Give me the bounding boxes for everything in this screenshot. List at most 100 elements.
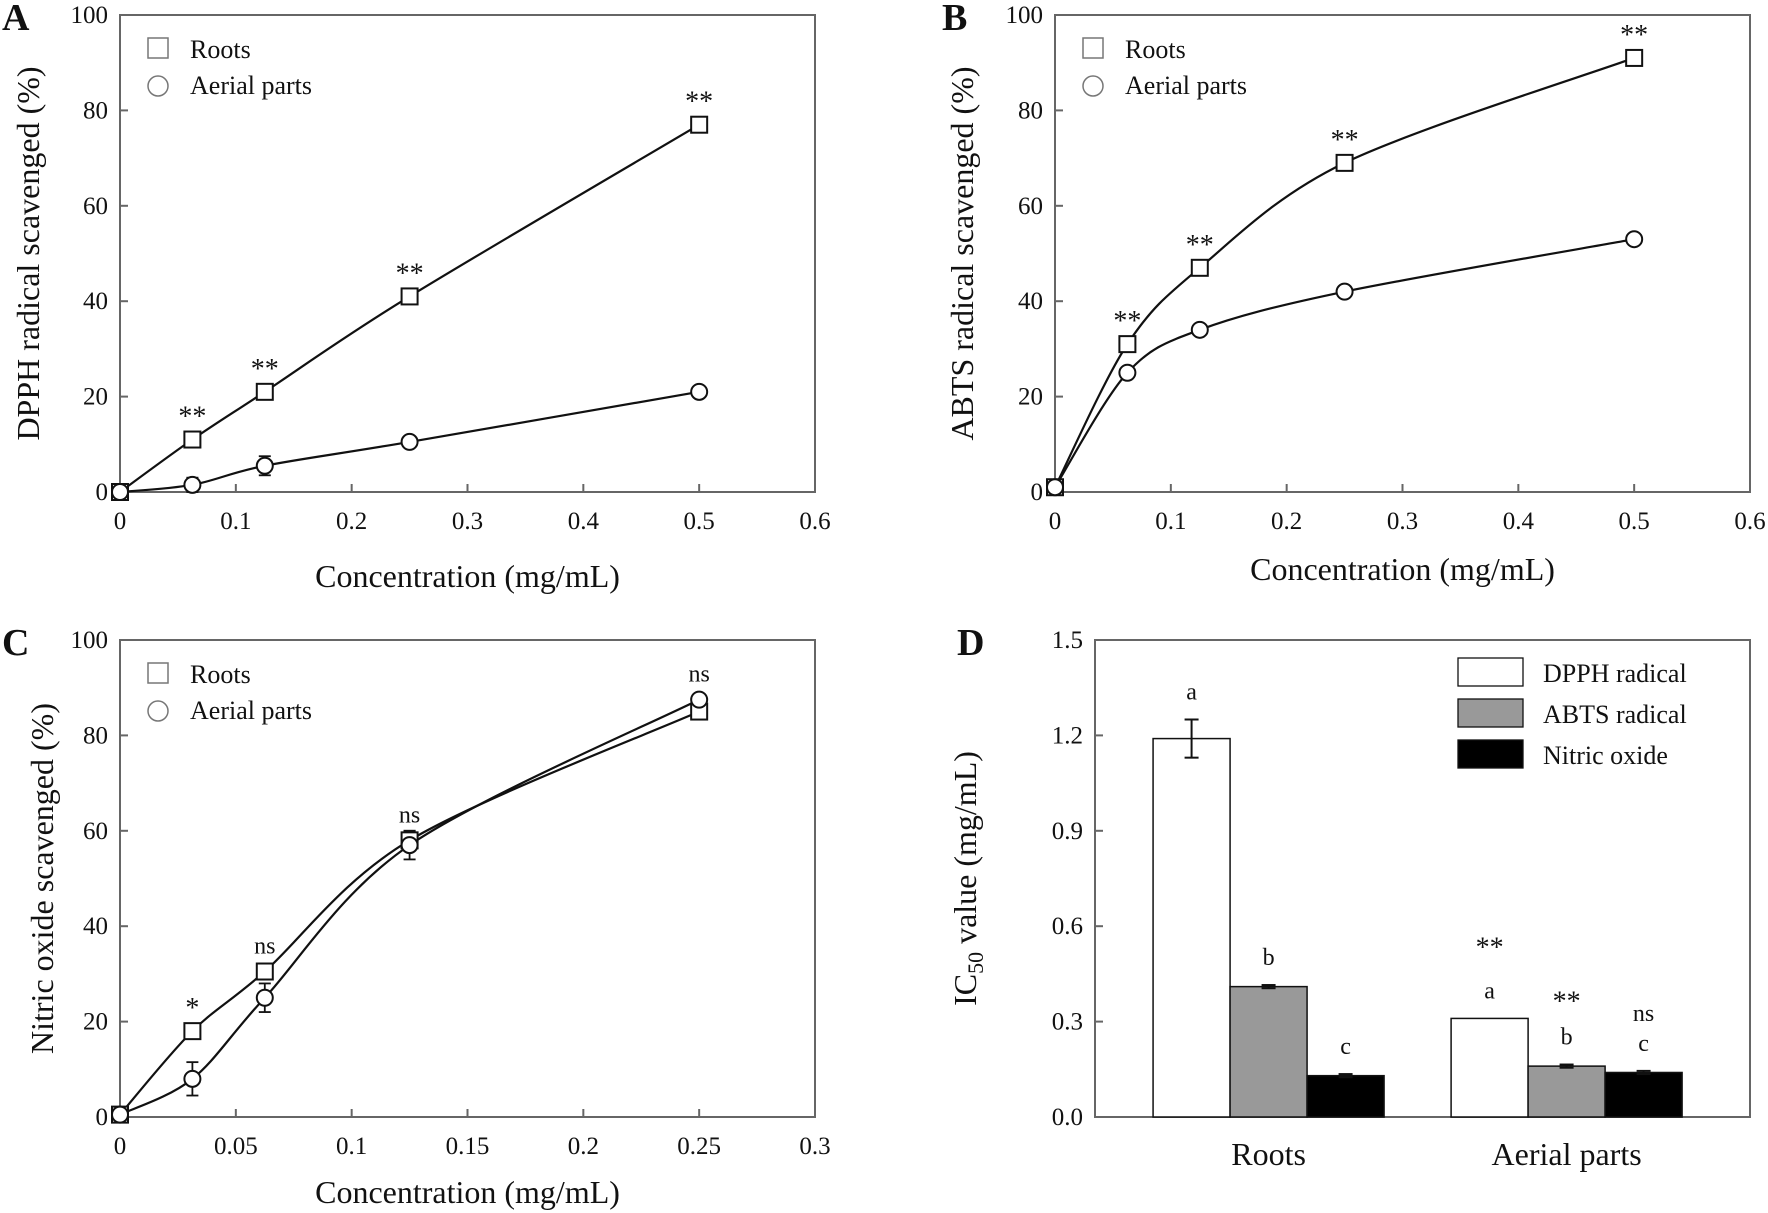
data-point-aerial-parts xyxy=(1335,282,1354,301)
series-line-roots xyxy=(119,710,700,1116)
significance-label: ** xyxy=(251,354,279,385)
legend-label: Nitric oxide xyxy=(1543,741,1668,770)
legend-circle-icon xyxy=(1082,75,1104,97)
data-point-aerial-parts xyxy=(1118,363,1137,382)
group-letter: b xyxy=(1263,945,1275,971)
group-letter: a xyxy=(1484,978,1495,1004)
x-tick-label: 0.3 xyxy=(452,508,483,535)
bar-abts-radical-aerial-parts xyxy=(1527,1065,1606,1118)
y-tick-label: 1.2 xyxy=(1052,722,1083,749)
data-point-roots xyxy=(1335,153,1354,172)
panel-letter-a: A xyxy=(2,0,30,39)
data-point-roots xyxy=(1118,335,1137,354)
x-tick-label: 0.4 xyxy=(568,508,600,535)
legend-swatch xyxy=(1457,698,1524,728)
data-point-roots xyxy=(1190,258,1209,277)
series-line-aerial-parts xyxy=(119,698,700,1116)
significance-label: ns xyxy=(399,802,420,828)
y-tick-label: 0.6 xyxy=(1052,913,1083,940)
x-tick-label: 0 xyxy=(114,508,127,535)
y-tick-label: 0 xyxy=(96,1104,109,1131)
data-point-aerial-parts xyxy=(690,382,709,401)
data-point-aerial-parts xyxy=(255,988,274,1007)
group-letter: c xyxy=(1638,1031,1649,1057)
data-point-aerial-parts xyxy=(400,432,419,451)
data-point-roots xyxy=(400,287,419,306)
x-tick-label: 0.3 xyxy=(1387,508,1418,535)
data-point-aerial-parts xyxy=(183,475,202,494)
x-tick-label: 0.2 xyxy=(1271,508,1302,535)
series-line-aerial-parts xyxy=(1054,238,1635,488)
x-axis-title: Concentration (mg/mL) xyxy=(1250,551,1555,587)
significance-label: ** xyxy=(1331,125,1359,156)
chart-panel-d: 0.0 0.3 0.6 0.9 1.2 1.5 IC50 value (mg/mL) a b c R… xyxy=(947,627,1751,1172)
data-point-aerial-parts xyxy=(1046,478,1064,497)
legend-label: Aerial parts xyxy=(1125,71,1247,100)
data-point-aerial-parts xyxy=(183,1069,202,1088)
significance-label: ns xyxy=(254,934,275,960)
bar-abts-radical-roots xyxy=(1229,985,1308,1118)
legend-square-icon xyxy=(147,662,169,684)
legend-circle-icon xyxy=(147,700,169,722)
legend-circle-icon xyxy=(147,75,169,97)
x-category-label: Aerial parts xyxy=(1492,1136,1642,1172)
data-point-roots xyxy=(255,382,274,401)
x-tick-label: 0.1 xyxy=(336,1133,367,1160)
data-point-aerial-parts xyxy=(400,836,419,855)
significance-label: ns xyxy=(1633,1001,1654,1027)
y-tick-label: 20 xyxy=(1018,384,1043,411)
data-point-aerial-parts xyxy=(111,1105,129,1124)
significance-label: ** xyxy=(1476,932,1504,963)
x-tick-label: 0.2 xyxy=(568,1133,599,1160)
y-tick-label: 80 xyxy=(83,97,108,124)
y-tick-label: 1.5 xyxy=(1052,627,1083,654)
legend-label: Roots xyxy=(190,660,251,689)
x-axis-title: Concentration (mg/mL) xyxy=(315,1174,620,1210)
y-axis-title: DPPH radical scavenged (%) xyxy=(10,66,46,440)
data-point-aerial-parts xyxy=(255,456,274,475)
significance-label: ** xyxy=(178,402,206,433)
x-tick-label: 0 xyxy=(114,1133,127,1160)
y-tick-label: 40 xyxy=(83,913,108,940)
x-tick-label: 0.25 xyxy=(677,1133,721,1160)
y-tick-label: 40 xyxy=(1018,288,1043,315)
panel-letter-c: C xyxy=(2,622,29,664)
x-tick-label: 0.1 xyxy=(1155,508,1186,535)
chart-panel-a: 0 20 40 60 80 100 0 0.1 0.2 0.3 0.4 0.5 0.6 Concentra… xyxy=(10,2,830,594)
y-tick-label: 80 xyxy=(83,722,108,749)
legend-swatch xyxy=(1457,657,1524,687)
legend-square-icon xyxy=(147,37,169,59)
chart-panel-b: 0 20 40 60 80 100 0 0.1 0.2 0.3 0.4 0.5 0.6 Concentra… xyxy=(944,2,1765,587)
bar-dpph-radical-aerial-parts xyxy=(1450,1017,1529,1118)
series-line-roots xyxy=(1054,56,1635,488)
panel-letter-d: D xyxy=(957,622,984,664)
bar-dpph-radical-roots xyxy=(1152,737,1231,1118)
x-tick-label: 0.5 xyxy=(1619,508,1650,535)
y-axis-title: ABTS radical scavenged (%) xyxy=(944,66,980,440)
y-axis-title: IC50 value (mg/mL) xyxy=(947,751,988,1006)
legend-label: Roots xyxy=(1125,35,1186,64)
y-tick-label: 20 xyxy=(83,1009,108,1036)
significance-label: ** xyxy=(685,87,713,118)
data-point-aerial-parts xyxy=(111,483,129,501)
data-point-roots xyxy=(690,115,709,134)
x-tick-label: 0.6 xyxy=(1734,508,1765,535)
legend-label: DPPH radical xyxy=(1543,659,1687,688)
y-axis-title-rest: value (mg/mL) xyxy=(947,751,983,952)
data-point-roots xyxy=(255,962,274,981)
legend-swatch xyxy=(1457,739,1524,769)
group-letter: c xyxy=(1340,1034,1351,1060)
x-tick-label: 0.05 xyxy=(214,1133,258,1160)
bar-nitric-oxide-aerial-parts xyxy=(1604,1071,1683,1118)
x-tick-label: 0.1 xyxy=(220,508,251,535)
x-tick-label: 0.15 xyxy=(446,1133,490,1160)
x-tick-label: 0.5 xyxy=(684,508,715,535)
legend-square-icon xyxy=(1082,37,1104,59)
significance-label: * xyxy=(185,993,199,1024)
legend-label: Roots xyxy=(190,35,251,64)
x-tick-label: 0.6 xyxy=(799,508,830,535)
y-tick-label: 60 xyxy=(83,193,108,220)
y-tick-label: 0.0 xyxy=(1052,1104,1083,1131)
y-tick-label: 0.9 xyxy=(1052,818,1083,845)
